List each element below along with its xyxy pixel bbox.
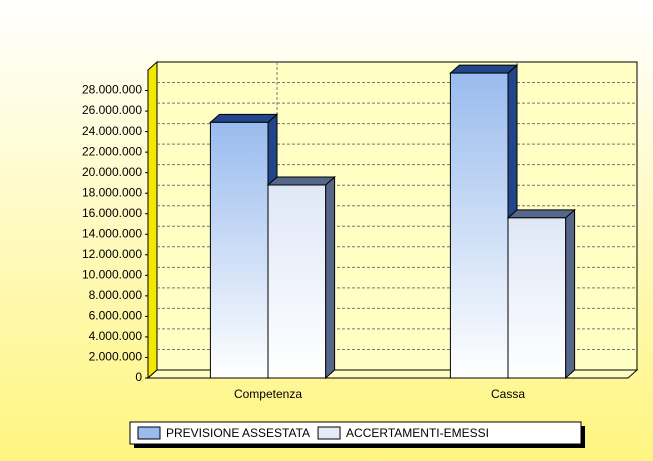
y-tick-label: 24.000.000 [82, 124, 142, 138]
legend-swatch [137, 426, 161, 440]
y-tick-label: 4.000.000 [89, 329, 143, 343]
y-tick-label: 26.000.000 [82, 103, 142, 117]
bar-side [565, 208, 576, 380]
y-tick-label: 8.000.000 [89, 288, 143, 302]
x-tick-label: Competenza [234, 387, 302, 401]
bar [209, 121, 269, 379]
bar-top [266, 176, 336, 186]
y-tick-label: 18.000.000 [82, 185, 142, 199]
y-tick-label: 2.000.000 [89, 350, 143, 364]
legend-label: PREVISIONE ASSESTATA [166, 426, 310, 440]
x-tick-label: Cassa [491, 387, 525, 401]
legend-label: ACCERTAMENTI-EMESSI [346, 426, 489, 440]
bar-top [449, 64, 519, 74]
y-tick-label: 16.000.000 [82, 206, 142, 220]
legend-box [129, 421, 582, 445]
y-tick-label: 20.000.000 [82, 165, 142, 179]
y-tick-label: 14.000.000 [82, 226, 142, 240]
bar [449, 72, 509, 379]
y-tick-label: 28.000.000 [82, 83, 142, 97]
legend: PREVISIONE ASSESTATA ACCERTAMENTI-EMESSI [129, 421, 585, 448]
y-tick-label: 10.000.000 [82, 268, 142, 282]
y-tick-label: 22.000.000 [82, 144, 142, 158]
legend-swatch [317, 426, 341, 440]
bar-top [209, 113, 279, 123]
bar [507, 217, 567, 379]
bar-top [506, 209, 576, 219]
bar [267, 184, 327, 379]
bar-side [325, 175, 336, 380]
y-tick-label: 12.000.000 [82, 247, 142, 261]
left-wall [147, 60, 158, 380]
y-tick-label: 0 [135, 370, 142, 384]
y-tick-label: 6.000.000 [89, 309, 143, 323]
